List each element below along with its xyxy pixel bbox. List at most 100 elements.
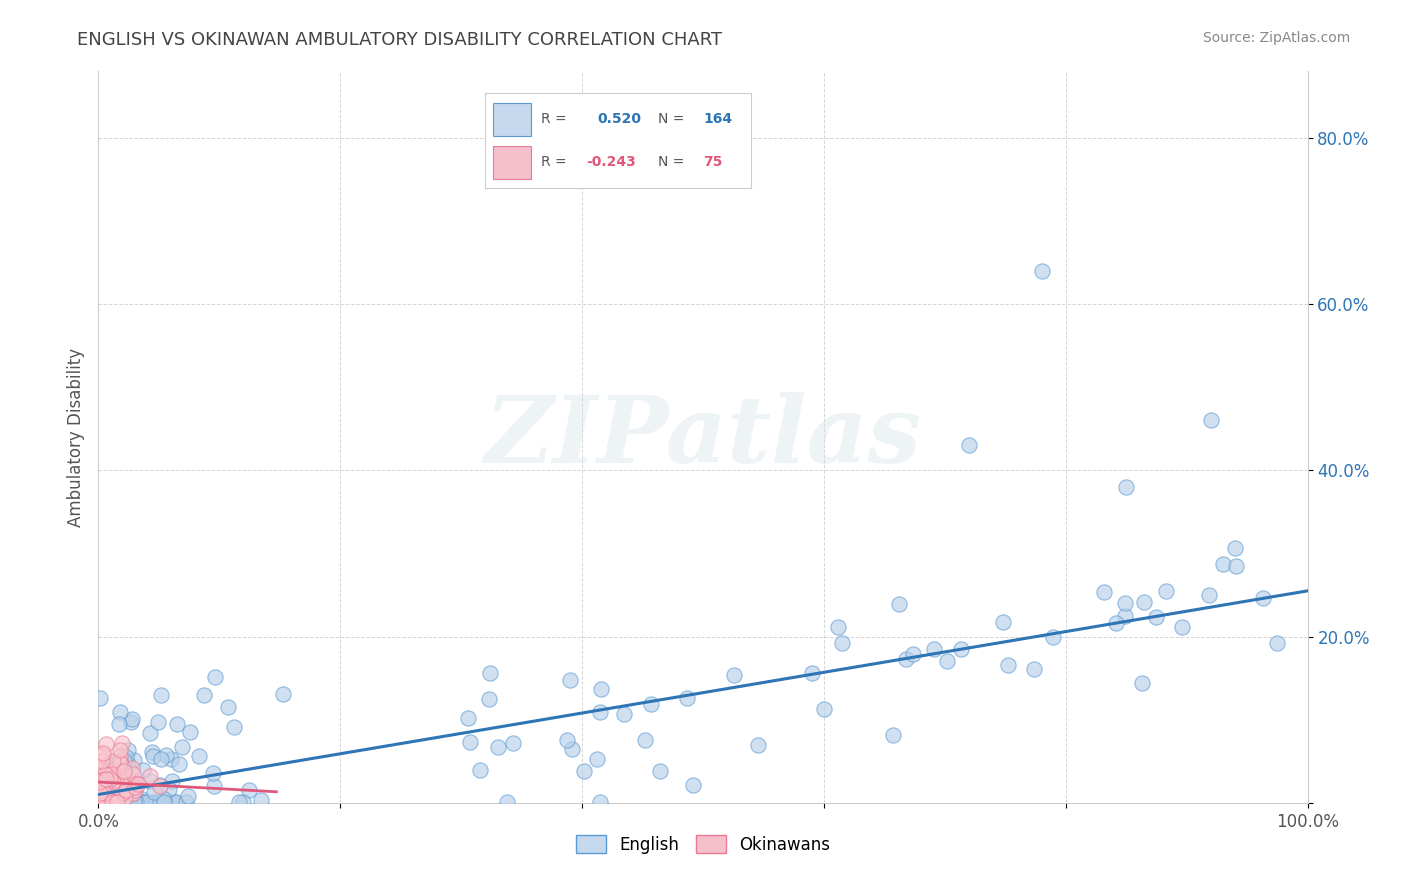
- Point: [991, 615, 1014, 629]
- Point: [117, 743, 139, 757]
- Point: [1114, 609, 1136, 624]
- Point: [139, 773, 162, 788]
- Point: [588, 795, 610, 809]
- Point: [93, 780, 115, 794]
- Point: [675, 690, 697, 705]
- Point: [117, 772, 139, 786]
- Point: [458, 735, 481, 749]
- Point: [91, 746, 114, 760]
- Point: [122, 767, 145, 781]
- Point: [228, 795, 250, 809]
- Point: [94, 772, 117, 786]
- Point: [156, 795, 179, 809]
- Point: [93, 795, 115, 809]
- Point: [97, 758, 120, 772]
- Point: [94, 783, 117, 797]
- Point: [127, 777, 149, 791]
- Point: [747, 738, 769, 752]
- Point: [723, 667, 745, 681]
- Point: [94, 782, 117, 797]
- Point: [110, 763, 132, 777]
- Point: [159, 795, 181, 809]
- Point: [132, 764, 155, 778]
- Point: [105, 781, 128, 796]
- Point: [89, 763, 111, 777]
- Point: [94, 790, 117, 805]
- Point: [232, 795, 254, 809]
- Point: [122, 780, 145, 795]
- Point: [107, 717, 129, 731]
- Point: [94, 767, 117, 781]
- Point: [201, 765, 224, 780]
- Point: [91, 778, 114, 792]
- Point: [98, 764, 121, 779]
- Point: [87, 780, 110, 794]
- Point: [589, 682, 612, 697]
- Point: [120, 788, 142, 802]
- Point: [118, 795, 141, 809]
- Point: [112, 795, 135, 809]
- Point: [121, 713, 143, 727]
- Point: [104, 768, 127, 782]
- Point: [101, 754, 124, 768]
- Point: [470, 763, 492, 777]
- Point: [801, 666, 824, 681]
- Point: [502, 736, 524, 750]
- Point: [117, 795, 139, 809]
- Point: [139, 769, 162, 783]
- Point: [160, 752, 183, 766]
- Point: [103, 794, 125, 808]
- Point: [98, 785, 121, 799]
- Point: [193, 688, 215, 702]
- Point: [112, 753, 135, 767]
- Point: [114, 795, 136, 809]
- Point: [634, 732, 657, 747]
- Point: [1199, 413, 1222, 427]
- Point: [572, 764, 595, 778]
- Point: [91, 775, 114, 789]
- Point: [91, 773, 114, 788]
- Point: [94, 737, 117, 751]
- Point: [124, 782, 146, 797]
- Point: [149, 780, 172, 794]
- Point: [101, 775, 124, 789]
- Point: [1154, 584, 1177, 599]
- Point: [935, 654, 957, 668]
- Point: [1251, 591, 1274, 605]
- Point: [179, 724, 201, 739]
- Point: [949, 641, 972, 656]
- Point: [90, 783, 112, 797]
- Point: [96, 795, 118, 809]
- Point: [238, 783, 260, 797]
- Point: [91, 795, 114, 809]
- Text: Source: ZipAtlas.com: Source: ZipAtlas.com: [1202, 31, 1350, 45]
- Point: [115, 757, 138, 772]
- Point: [112, 764, 135, 778]
- Point: [120, 714, 142, 729]
- Point: [94, 795, 117, 809]
- Point: [1031, 264, 1053, 278]
- Point: [997, 658, 1019, 673]
- Point: [108, 781, 131, 796]
- Point: [117, 795, 139, 809]
- Point: [93, 786, 115, 800]
- Point: [90, 780, 112, 794]
- Point: [613, 706, 636, 721]
- Point: [97, 764, 120, 778]
- Point: [640, 697, 662, 711]
- Point: [111, 736, 134, 750]
- Point: [89, 690, 111, 705]
- Point: [882, 728, 904, 742]
- Point: [682, 778, 704, 792]
- Point: [149, 688, 172, 702]
- Point: [101, 795, 124, 809]
- Point: [111, 786, 134, 800]
- Point: [118, 795, 141, 809]
- Point: [124, 780, 146, 794]
- Point: [155, 748, 177, 763]
- Point: [90, 780, 112, 795]
- Point: [170, 739, 193, 754]
- Point: [139, 726, 162, 740]
- Point: [813, 702, 835, 716]
- Point: [87, 758, 110, 772]
